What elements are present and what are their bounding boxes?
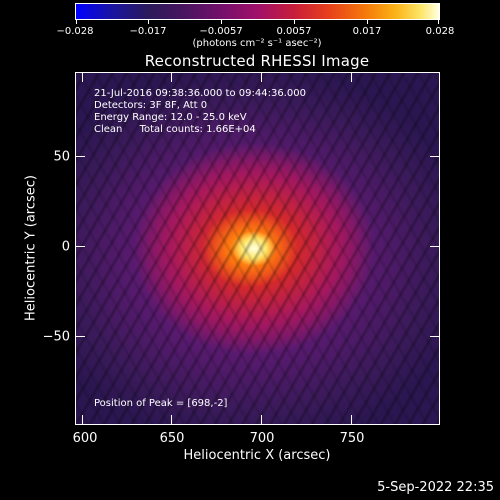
colorbar-tick-label: −0.017 [129, 26, 167, 37]
plot-frame [75, 72, 440, 425]
x-tick-label: 750 [339, 431, 365, 446]
total-counts-label: Total counts: 1.66E+04 [139, 124, 256, 135]
x-tick [171, 415, 172, 425]
clean-info: Clean Total counts: 1.66E+04 [94, 124, 256, 135]
detectors-label: Detectors: 3F 8F, Att 0 [94, 100, 208, 111]
x-tick [261, 72, 262, 82]
time-range-label: 21-Jul-2016 09:38:36.000 to 09:44:36.000 [94, 88, 306, 99]
y-tick-label: −50 [42, 329, 70, 345]
rhessi-image [75, 72, 440, 425]
colorbar-tick [438, 20, 439, 24]
colorbar-tick-label: 0.017 [352, 26, 382, 37]
image-stripe-pattern [75, 72, 440, 425]
y-tick [75, 246, 85, 247]
colorbar-tick-label: −0.0057 [199, 26, 243, 37]
x-tick [82, 72, 83, 82]
y-tick-label: 0 [61, 239, 70, 255]
x-tick-label: 600 [72, 431, 98, 446]
y-tick [430, 246, 440, 247]
y-tick [430, 156, 440, 157]
colorbar-tick [294, 20, 295, 24]
y-tick [430, 336, 440, 337]
peak-position-label: Position of Peak = [698,-2] [94, 398, 228, 409]
x-tick-label: 650 [159, 431, 185, 446]
image-stripe-pattern [75, 72, 440, 425]
colorbar-tick [367, 20, 368, 24]
x-tick [351, 415, 352, 425]
colorbar-tick-label: 0.028 [425, 26, 455, 37]
plot-title: Reconstructed RHESSI Image [144, 52, 370, 70]
colorbar-units: (photons cm⁻² s⁻¹ asec⁻²) [192, 38, 322, 49]
clean-label: Clean [94, 124, 123, 135]
y-tick [75, 156, 85, 157]
x-tick-label: 700 [249, 431, 275, 446]
energy-range-label: Energy Range: 12.0 - 25.0 keV [94, 112, 247, 123]
colorbar-tick-label: −0.028 [56, 26, 94, 37]
y-tick [75, 336, 85, 337]
timestamp: 5-Sep-2022 22:35 [377, 480, 494, 495]
x-tick [261, 415, 262, 425]
colorbar-tick-label: 0.0057 [276, 26, 312, 37]
x-tick [351, 72, 352, 82]
x-tick [82, 415, 83, 425]
colorbar-tick [148, 20, 149, 24]
y-tick-label: 50 [53, 149, 70, 165]
colorbar-tick [221, 20, 222, 24]
x-axis-title: Heliocentric X (arcsec) [183, 448, 331, 463]
x-tick [171, 72, 172, 82]
colorbar-tick [76, 20, 77, 24]
y-axis-title: Heliocentric Y (arcsec) [23, 175, 39, 321]
colorbar [75, 3, 440, 24]
